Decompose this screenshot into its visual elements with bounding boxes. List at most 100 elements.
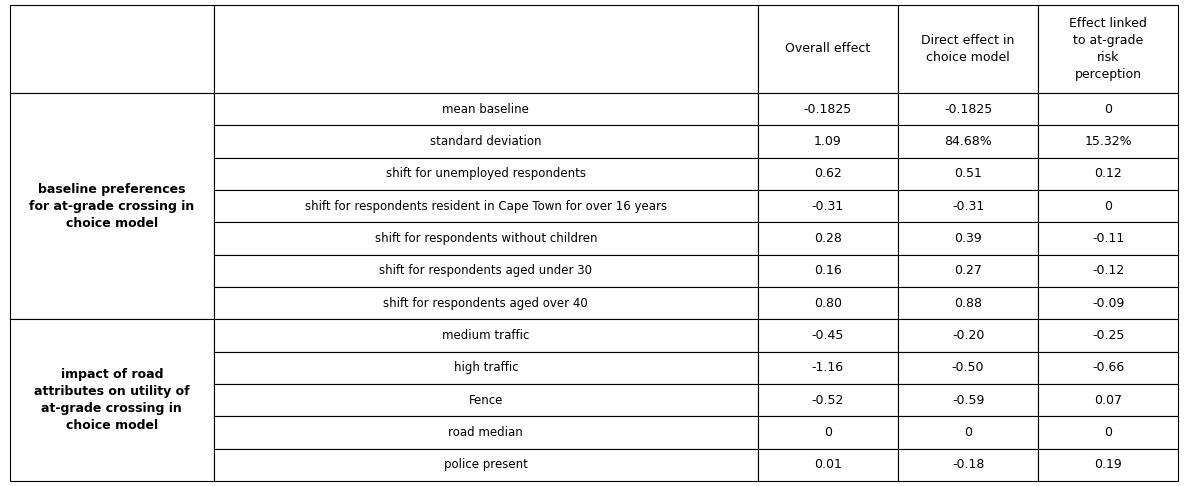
Text: 84.68%: 84.68% [944,135,992,148]
Bar [898,384,1038,417]
Bar [758,255,898,287]
Text: -0.12: -0.12 [1092,264,1125,278]
Bar [898,255,1038,287]
Bar [1038,255,1178,287]
Text: medium traffic: medium traffic [442,329,530,342]
Bar [214,352,758,384]
Bar [898,157,1038,190]
Bar [758,5,898,93]
Bar [214,319,758,352]
Bar [1038,190,1178,223]
Text: baseline preferences
for at-grade crossing in
choice model: baseline preferences for at-grade crossi… [30,183,195,230]
Bar [214,417,758,449]
Text: 0: 0 [965,426,972,439]
Text: 0.80: 0.80 [814,297,842,310]
Bar [898,93,1038,125]
Bar [758,417,898,449]
Text: 0.19: 0.19 [1094,458,1123,471]
Bar [758,449,898,481]
Bar [898,223,1038,255]
Text: standard deviation: standard deviation [430,135,542,148]
Text: 0.62: 0.62 [814,167,841,180]
Bar [1038,93,1178,125]
Text: 0: 0 [823,426,832,439]
Bar [214,190,758,223]
Bar [10,319,214,481]
Text: shift for respondents aged over 40: shift for respondents aged over 40 [384,297,588,310]
Bar [10,5,214,93]
Bar [898,449,1038,481]
Text: 0.16: 0.16 [814,264,841,278]
Bar [758,319,898,352]
Bar [214,255,758,287]
Bar [10,93,214,319]
Text: -0.52: -0.52 [811,394,843,407]
Text: shift for respondents aged under 30: shift for respondents aged under 30 [379,264,593,278]
Bar [758,352,898,384]
Bar [1038,223,1178,255]
Text: 0: 0 [1105,426,1112,439]
Bar [898,352,1038,384]
Bar [758,125,898,157]
Text: -0.66: -0.66 [1092,362,1125,374]
Bar [214,157,758,190]
Bar [898,287,1038,319]
Bar [758,384,898,417]
Bar [898,125,1038,157]
Text: 0.28: 0.28 [814,232,842,245]
Bar [1038,5,1178,93]
Bar [758,157,898,190]
Text: 0.88: 0.88 [954,297,982,310]
Bar [898,417,1038,449]
Bar [214,223,758,255]
Bar [214,93,758,125]
Text: -1.16: -1.16 [811,362,843,374]
Text: high traffic: high traffic [454,362,518,374]
Text: Overall effect: Overall effect [785,42,871,55]
Text: -0.31: -0.31 [811,200,843,213]
Bar [214,384,758,417]
Text: -0.09: -0.09 [1092,297,1125,310]
Bar [758,93,898,125]
Text: police present: police present [444,458,527,471]
Bar [758,190,898,223]
Text: road median: road median [449,426,523,439]
Bar [1038,287,1178,319]
Text: Direct effect in
choice model: Direct effect in choice model [922,34,1015,64]
Text: -0.50: -0.50 [952,362,985,374]
Text: Effect linked
to at-grade
risk
perception: Effect linked to at-grade risk perceptio… [1069,17,1148,81]
Bar [214,287,758,319]
Text: 0.27: 0.27 [954,264,982,278]
Bar [758,223,898,255]
Text: 0.12: 0.12 [1094,167,1123,180]
Text: -0.11: -0.11 [1092,232,1125,245]
Text: 0.07: 0.07 [1094,394,1123,407]
Text: Fence: Fence [469,394,503,407]
Text: mean baseline: mean baseline [442,103,530,116]
Text: shift for respondents without children: shift for respondents without children [374,232,598,245]
Text: shift for respondents resident in Cape Town for over 16 years: shift for respondents resident in Cape T… [305,200,666,213]
Bar [898,5,1038,93]
Bar [214,125,758,157]
Text: 0: 0 [1105,103,1112,116]
Text: -0.20: -0.20 [952,329,985,342]
Text: -0.45: -0.45 [811,329,843,342]
Text: 1.09: 1.09 [814,135,841,148]
Text: -0.18: -0.18 [952,458,985,471]
Bar [1038,449,1178,481]
Bar [214,449,758,481]
Bar [898,190,1038,223]
Text: -0.25: -0.25 [1092,329,1125,342]
Text: -0.1825: -0.1825 [944,103,992,116]
Bar [214,5,758,93]
Bar [1038,417,1178,449]
Text: 15.32%: 15.32% [1085,135,1132,148]
Bar [758,287,898,319]
Text: 0.51: 0.51 [954,167,982,180]
Text: impact of road
attributes on utility of
at-grade crossing in
choice model: impact of road attributes on utility of … [34,368,190,432]
Text: -0.59: -0.59 [952,394,985,407]
Text: 0: 0 [1105,200,1112,213]
Text: -0.31: -0.31 [952,200,984,213]
Text: shift for unemployed respondents: shift for unemployed respondents [386,167,586,180]
Bar [1038,384,1178,417]
